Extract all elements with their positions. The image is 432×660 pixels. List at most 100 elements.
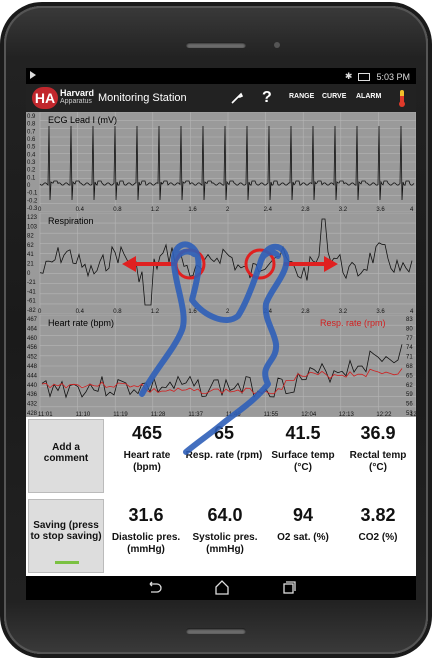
tick-label: 11:19: [113, 412, 128, 417]
tick-label: 432: [27, 402, 38, 408]
app-bar: HA Harvard Apparatus Monitoring Station …: [26, 84, 416, 112]
tick-label: 3.6: [376, 309, 385, 314]
ecg-trace: [39, 125, 415, 201]
tick-label: 1.6: [188, 309, 197, 314]
tick-label: 460: [27, 336, 38, 342]
heart-rate-chart: 467 464 460 456 452 448 444 440 436 432 428 83 80 77 7…: [27, 315, 416, 417]
respiration-trace: [39, 218, 413, 306]
tick-label: 2.8: [301, 207, 310, 212]
reading-label: CO2 (%): [358, 532, 398, 543]
saving-button[interactable]: Saving (press to stop saving): [28, 499, 104, 573]
reading-systolic: 64.0 Systolic pres. (mmHg): [186, 505, 264, 556]
reading-o2-sat: 94 O2 sat. (%): [266, 505, 340, 544]
reading-resp-rate: 65 Resp. rate (rpm): [182, 423, 266, 462]
tick-label: 1.2: [151, 207, 160, 212]
tick-label: 0.1: [27, 175, 36, 181]
reading-value: 94: [292, 505, 314, 525]
tick-label: -0.2: [27, 198, 38, 204]
tick-label: 0.3: [27, 160, 36, 166]
tick-label: 436: [27, 392, 38, 398]
tick-label: 0.2: [27, 168, 36, 174]
tick-label: -21: [27, 280, 36, 286]
tick-label: 0.7: [27, 129, 36, 135]
reading-value: 36.9: [360, 423, 396, 443]
add-comment-label: Add a comment: [43, 442, 89, 464]
tick-label: 0: [38, 309, 42, 314]
respiration-title: Respiration: [48, 216, 94, 226]
reading-value: 465: [131, 423, 163, 443]
reading-value: 64.0: [207, 505, 243, 525]
tick-label: 0.6: [27, 137, 36, 143]
tick-label: 0: [38, 207, 42, 212]
tick-label: 2: [226, 207, 230, 212]
reading-diastolic: 31.6 Diastolic pres. (mmHg): [106, 505, 186, 556]
reading-surface-temp: 41.5 Surface temp (°C): [266, 423, 340, 474]
tick-label: 12:04: [301, 412, 317, 417]
tick-label: 0.9: [27, 114, 36, 120]
curve-button[interactable]: CURVE: [322, 93, 347, 100]
reading-label: Resp. rate (rpm): [185, 450, 263, 461]
tick-label: 2.8: [301, 309, 310, 314]
reading-label: Surface temp (°C): [271, 450, 335, 473]
readings-panel: Add a comment Saving (press to stop savi…: [26, 417, 416, 576]
tick-label: 444: [27, 373, 38, 379]
battery-icon: [358, 72, 371, 81]
charts-area: 0.9 0.8 0.7 0.6 0.5 0.4 0.3 0.2 0.1 0 -0.1 -0.2 -0.3…: [26, 112, 416, 417]
reading-label: Diastolic pres. (mmHg): [111, 532, 181, 555]
tick-label: 12:13: [339, 412, 355, 417]
tick-label: -0.3: [27, 206, 38, 212]
tick-label: 0.4: [76, 207, 85, 212]
tick-label: -82: [27, 308, 36, 314]
back-icon[interactable]: [146, 581, 162, 595]
tick-label: 62: [27, 243, 34, 249]
top-speaker: [186, 42, 246, 48]
tick-label: 440: [27, 383, 38, 389]
tick-label: 11:01: [38, 412, 53, 417]
bottom-speaker: [186, 628, 246, 634]
tick-label: 1.6: [188, 207, 197, 212]
recent-apps-icon[interactable]: [282, 581, 296, 595]
harvard-apparatus-logo: HA Harvard Apparatus: [32, 87, 95, 109]
tick-label: 4: [410, 207, 414, 212]
tick-label: 0.4: [76, 309, 85, 314]
status-bar: ✱ 5:03 PM: [26, 68, 416, 84]
tick-label: 1.2: [151, 309, 160, 314]
tick-label: 62: [406, 383, 413, 389]
thermometer-icon[interactable]: [398, 90, 406, 108]
saving-label: Saving (press to stop saving): [30, 520, 102, 542]
reading-label: O2 sat. (%): [277, 532, 329, 543]
tick-label: -41: [27, 289, 36, 295]
tick-label: -0.1: [27, 191, 38, 197]
tick-label: 82: [27, 234, 34, 240]
tick-label: 0.8: [113, 309, 122, 314]
reading-rectal-temp: 36.9 Rectal temp (°C): [340, 423, 416, 474]
wrench-icon[interactable]: [230, 91, 244, 105]
bluetooth-icon: ✱: [344, 71, 353, 81]
range-button[interactable]: RANGE: [289, 93, 315, 100]
resp-rate-trace: [41, 368, 403, 395]
tick-label: 41: [27, 252, 34, 258]
reading-value: 31.6: [128, 505, 164, 525]
clock: 5:03 PM: [376, 71, 410, 82]
resp-rate-title: Resp. rate (rpm): [320, 318, 386, 328]
reading-value: 65: [213, 423, 235, 443]
help-button[interactable]: ?: [262, 89, 272, 106]
tick-label: 3.2: [339, 207, 348, 212]
tick-label: 0.4: [27, 152, 36, 158]
tick-label: 3.6: [376, 207, 385, 212]
tick-label: 56: [406, 402, 413, 408]
home-icon[interactable]: [214, 580, 230, 595]
logo-line1: Harvard: [60, 88, 95, 98]
reading-co2: 3.82 CO2 (%): [340, 505, 416, 544]
tick-label: 456: [27, 345, 38, 351]
tick-label: 448: [27, 364, 38, 370]
tick-label: 80: [406, 326, 413, 332]
alarm-button[interactable]: ALARM: [356, 93, 382, 100]
add-comment-button[interactable]: Add a comment: [28, 419, 104, 493]
tick-label: 53: [406, 411, 413, 417]
ecg-title: ECG Lead I (mV): [48, 115, 117, 125]
tick-label: 467: [27, 317, 38, 323]
tick-label: 2.4: [264, 309, 273, 314]
tick-label: 77: [406, 336, 413, 342]
tick-label: 123: [27, 215, 38, 221]
